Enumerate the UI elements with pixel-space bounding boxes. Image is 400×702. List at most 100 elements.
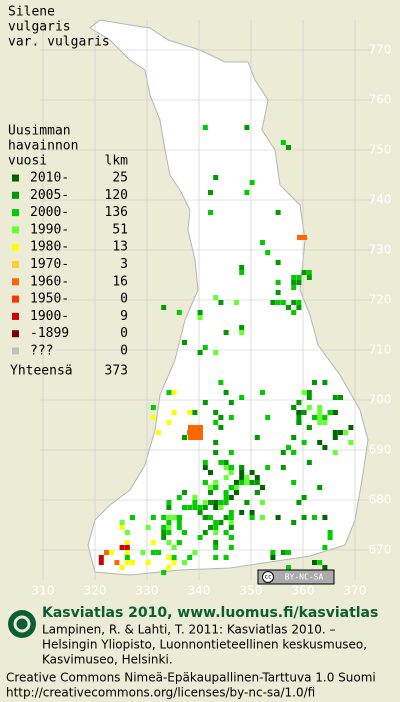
occurrence-square: [228, 535, 234, 540]
occurrence-square: [249, 480, 255, 485]
occurrence-square: [176, 520, 182, 525]
occurrence-square: [301, 515, 307, 520]
legend-count: 120: [105, 188, 128, 203]
occurrence-square: [188, 430, 193, 435]
legend-count: 0: [120, 292, 128, 307]
occurrence-square: [301, 270, 307, 275]
occurrence-square: [317, 410, 323, 415]
occurrence-square: [332, 435, 338, 440]
occurrence-square: [306, 460, 312, 465]
legend-count: 0: [120, 344, 128, 359]
occurrence-square: [193, 435, 198, 440]
occurrence-square: [312, 415, 317, 420]
occurrence-square: [192, 505, 198, 510]
legend-swatch: [12, 295, 19, 303]
occurrence-square: [239, 330, 245, 335]
occurrence-square: [244, 500, 250, 505]
occurrence-square: [187, 505, 193, 510]
occurrence-square: [182, 490, 187, 495]
license-url[interactable]: http://creativecommons.org/licenses/by-n…: [6, 686, 315, 700]
legend-label: 2000-: [30, 205, 69, 220]
occurrence-square: [208, 500, 213, 505]
occurrence-square: [140, 550, 146, 555]
occurrence-square: [213, 420, 219, 425]
legend-count: 9: [120, 309, 128, 324]
occurrence-square: [228, 450, 234, 455]
occurrence-square: [202, 515, 208, 520]
y-tick-label: 730: [369, 243, 392, 257]
citation: Lampinen, R. & Lahti, T. 2011: Kasviatla…: [42, 623, 336, 637]
x-tick-label: 310: [32, 584, 55, 598]
legend-label: 1990-: [30, 222, 69, 237]
occurrence-square: [239, 265, 245, 270]
legend-label: 1970-: [30, 257, 69, 272]
occurrence-square: [291, 285, 297, 290]
legend-swatch: [12, 243, 19, 251]
y-tick-label: 690: [369, 443, 392, 457]
occurrence-square: [296, 410, 302, 415]
occurrence-square: [244, 125, 250, 130]
occurrence-square: [182, 340, 187, 345]
occurrence-square: [286, 145, 291, 150]
occurrence-square: [218, 300, 224, 305]
occurrence-square: [192, 495, 198, 500]
y-tick-label: 770: [369, 43, 392, 57]
occurrence-square: [124, 545, 130, 550]
occurrence-square: [322, 565, 328, 570]
title-line: Silene: [8, 5, 55, 20]
occurrence-square: [166, 565, 172, 570]
occurrence-square: [223, 500, 229, 505]
occurrence-square: [296, 500, 302, 505]
legend-header: lkm: [105, 154, 129, 169]
occurrence-square: [198, 435, 203, 440]
occurrence-square: [197, 535, 203, 540]
occurrence-square: [202, 460, 208, 465]
occurrence-square: [176, 495, 182, 500]
occurrence-square: [322, 515, 328, 520]
occurrence-square: [291, 280, 297, 285]
legend-swatch: [12, 278, 19, 286]
occurrence-square: [291, 520, 297, 525]
occurrence-square: [223, 495, 229, 500]
occurrence-square: [239, 395, 245, 400]
occurrence-square: [166, 505, 172, 510]
occurrence-square: [296, 300, 302, 305]
occurrence-square: [254, 490, 260, 495]
occurrence-square: [223, 490, 229, 495]
occurrence-square: [239, 465, 245, 470]
occurrence-square: [213, 555, 219, 560]
legend-count: 16: [112, 274, 128, 289]
occurrence-square: [338, 430, 343, 435]
occurrence-square: [291, 300, 297, 305]
occurrence-square: [109, 550, 115, 555]
occurrence-square: [260, 485, 265, 490]
occurrence-square: [270, 555, 276, 560]
occurrence-square: [124, 540, 130, 545]
x-tick-label: 340: [188, 584, 211, 598]
occurrence-square: [192, 410, 198, 415]
occurrence-square: [317, 405, 323, 410]
occurrence-square: [202, 530, 208, 535]
occurrence-square: [150, 540, 156, 545]
legend-count: 136: [105, 205, 128, 220]
occurrence-square: [275, 515, 281, 520]
occurrence-square: [244, 475, 250, 480]
legend-label: 1900-: [30, 309, 69, 324]
occurrence-square: [202, 505, 208, 510]
occurrence-square: [327, 535, 333, 540]
occurrence-square: [171, 390, 177, 395]
y-tick-label: 680: [369, 493, 392, 507]
occurrence-square: [187, 555, 193, 560]
license-badge: cc BY-NC-SA: [257, 569, 335, 585]
y-tick-label: 760: [369, 93, 392, 107]
occurrence-square: [301, 410, 307, 415]
occurrence-square: [213, 525, 219, 530]
occurrence-square: [182, 505, 187, 510]
occurrence-square: [145, 525, 151, 530]
occurrence-square: [176, 310, 182, 315]
occurrence-square: [223, 330, 229, 335]
occurrence-square: [296, 420, 302, 425]
occurrence-square: [202, 500, 208, 505]
occurrence-square: [280, 550, 286, 555]
brand[interactable]: Kasviatlas 2010, www.luomus.fi/kasviatla…: [42, 605, 378, 621]
